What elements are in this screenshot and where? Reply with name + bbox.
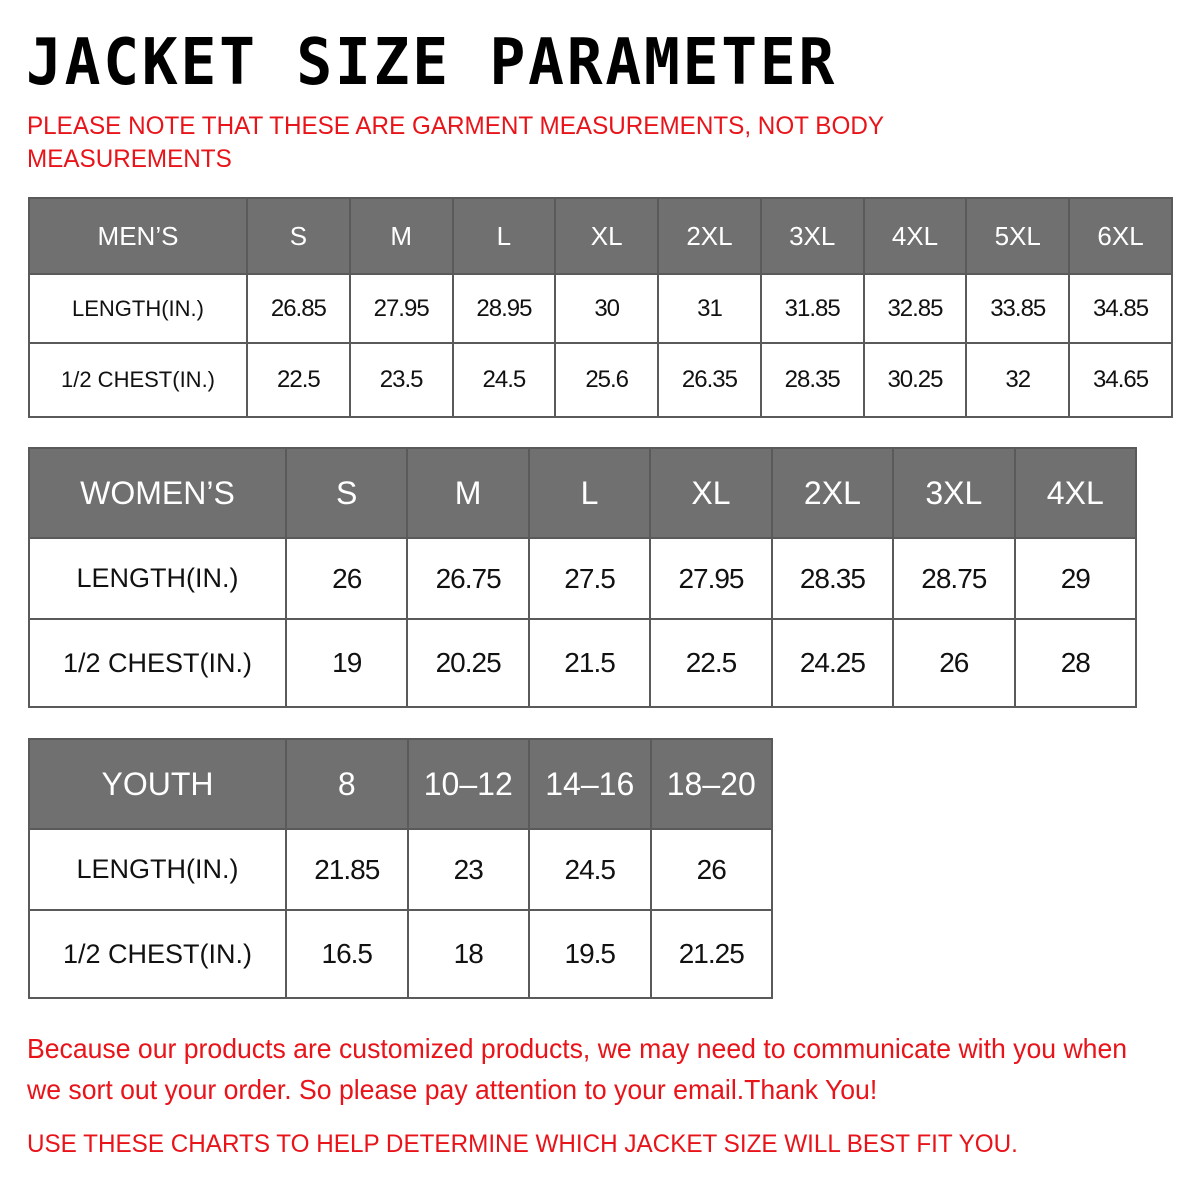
- size-header: S: [246, 197, 351, 275]
- measurement-cell: 30: [554, 273, 660, 344]
- size-header: 2XL: [770, 447, 895, 539]
- row-label: LENGTH(IN.): [28, 537, 287, 620]
- size-header: 3XL: [759, 197, 865, 275]
- measurement-cell: 21.5: [527, 618, 652, 708]
- customization-notice: Because our products are customized prod…: [27, 1033, 1128, 1105]
- table-row: LENGTH(IN.) 26.85 27.95 28.95 30 31 31.85 32.85…: [28, 273, 1173, 344]
- table-row: 1/2 CHEST(IN.) 22.5 23.5 24.5 25.6 26.35 28.35…: [28, 342, 1173, 418]
- header-row: YOUTH 8 10–12 14–16 18–20: [28, 738, 773, 830]
- mens-size-table: MEN’S S M L XL 2XL 3XL 4XL 5XL 6XL LENGTH(IN.) 26.8…: [28, 197, 1173, 418]
- measurement-cell: 19.5: [528, 909, 652, 999]
- header-row: WOMEN’S S M L XL 2XL 3XL 4XL: [28, 447, 1138, 539]
- size-header: 14–16: [528, 738, 652, 830]
- measurement-cell: 29: [1013, 537, 1138, 620]
- measurement-cell: 28.35: [770, 537, 895, 620]
- measurement-cell: 19: [284, 618, 409, 708]
- size-header: L: [451, 197, 557, 275]
- measurement-cell: 24.5: [451, 342, 557, 418]
- measurement-cell: 21.85: [285, 828, 409, 911]
- measurement-cell: 26: [284, 537, 409, 620]
- size-header: 6XL: [1068, 197, 1173, 275]
- measurement-cell: 34.85: [1068, 273, 1173, 344]
- measurement-cell: 23: [406, 828, 530, 911]
- page-title: JACKET SIZE PARAMETER: [26, 26, 838, 100]
- measurement-cell: 26.35: [657, 342, 762, 418]
- youth-size-table: YOUTH 8 10–12 14–16 18–20 LENGTH(IN.) 21.85 23 2…: [28, 738, 773, 999]
- size-header: 3XL: [892, 447, 1016, 539]
- measurement-cell: 23.5: [348, 342, 454, 418]
- row-label: LENGTH(IN.): [28, 273, 248, 344]
- row-label: 1/2 CHEST(IN.): [28, 618, 287, 708]
- size-header: 4XL: [1013, 447, 1138, 539]
- measurement-cell: 22.5: [649, 618, 773, 708]
- measurement-cell: 27.95: [348, 273, 454, 344]
- measurement-cell: 30.25: [862, 342, 968, 418]
- measurement-cell: 26: [649, 828, 773, 911]
- size-header: L: [527, 447, 652, 539]
- size-header: S: [284, 447, 409, 539]
- measurement-cell: 28.75: [892, 537, 1016, 620]
- measurement-cell: 26.75: [406, 537, 530, 620]
- row-label: LENGTH(IN.): [28, 828, 287, 911]
- garment-note: PLEASE NOTE THAT THESE ARE GARMENT MEASU…: [27, 112, 884, 173]
- measurement-cell: 22.5: [246, 342, 351, 418]
- measurement-cell: 27.5: [527, 537, 652, 620]
- size-header: 5XL: [965, 197, 1071, 275]
- measurement-cell: 27.95: [649, 537, 773, 620]
- table-category-header: YOUTH: [28, 738, 287, 830]
- measurement-cell: 24.25: [770, 618, 895, 708]
- table-row: 1/2 CHEST(IN.) 16.5 18 19.5 21.25: [28, 909, 773, 999]
- measurement-cell: 34.65: [1068, 342, 1173, 418]
- measurement-cell: 25.6: [554, 342, 660, 418]
- table-category-header: WOMEN’S: [28, 447, 287, 539]
- measurement-cell: 31.85: [759, 273, 865, 344]
- row-label: 1/2 CHEST(IN.): [28, 342, 248, 418]
- measurement-cell: 24.5: [528, 828, 652, 911]
- measurement-cell: 28: [1013, 618, 1138, 708]
- measurement-cell: 32.85: [862, 273, 968, 344]
- size-header: XL: [554, 197, 660, 275]
- size-header: 4XL: [862, 197, 968, 275]
- measurement-cell: 20.25: [406, 618, 530, 708]
- table-row: LENGTH(IN.) 26 26.75 27.5 27.95 28.35 28.75 29: [28, 537, 1138, 620]
- measurement-cell: 21.25: [649, 909, 773, 999]
- table-row: LENGTH(IN.) 21.85 23 24.5 26: [28, 828, 773, 911]
- size-header: 10–12: [406, 738, 530, 830]
- measurement-cell: 28.35: [759, 342, 865, 418]
- size-header: XL: [649, 447, 773, 539]
- measurement-cell: 32: [965, 342, 1071, 418]
- size-header: M: [406, 447, 530, 539]
- measurement-cell: 18: [406, 909, 530, 999]
- measurement-cell: 31: [657, 273, 762, 344]
- measurement-cell: 26.85: [246, 273, 351, 344]
- measurement-cell: 28.95: [451, 273, 557, 344]
- measurement-cell: 33.85: [965, 273, 1071, 344]
- womens-size-table: WOMEN’S S M L XL 2XL 3XL 4XL LENGTH(IN.) 26 26.75 2…: [28, 447, 1138, 708]
- measurement-cell: 26: [892, 618, 1016, 708]
- size-header: M: [348, 197, 454, 275]
- table-row: 1/2 CHEST(IN.) 19 20.25 21.5 22.5 24.25 26 28: [28, 618, 1138, 708]
- row-label: 1/2 CHEST(IN.): [28, 909, 287, 999]
- header-row: MEN’S S M L XL 2XL 3XL 4XL 5XL 6XL: [28, 197, 1173, 275]
- size-header: 2XL: [657, 197, 762, 275]
- measurement-cell: 16.5: [285, 909, 409, 999]
- fit-notice: USE THESE CHARTS TO HELP DETERMINE WHICH…: [27, 1130, 1018, 1158]
- table-category-header: MEN’S: [28, 197, 248, 275]
- size-header: 8: [285, 738, 409, 830]
- size-header: 18–20: [649, 738, 773, 830]
